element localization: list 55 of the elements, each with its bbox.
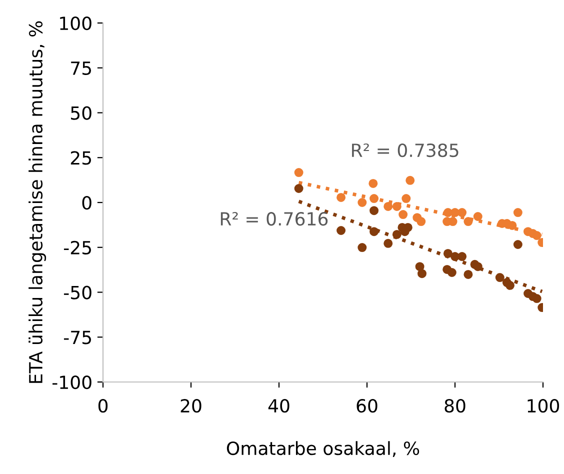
y-tick-label: -25 [64, 240, 92, 254]
x-tick-label: 40 [268, 398, 290, 413]
x-tick-label: 20 [180, 398, 202, 413]
point [464, 217, 473, 226]
point [294, 184, 304, 193]
point [392, 202, 402, 211]
point [398, 210, 408, 220]
y-tick-label: 75 [71, 62, 92, 75]
point [294, 168, 304, 178]
x-tick-label: 0 [98, 398, 108, 413]
point [458, 252, 467, 262]
y-axis-title: ETA ühiku langetamise hinna muutus, % [28, 21, 46, 383]
x-axis-title: Omatarbe osakaal, % [226, 441, 420, 457]
point [458, 208, 467, 218]
x-tick-label: 80 [444, 398, 466, 413]
point [447, 268, 456, 278]
y-tick-label: 0 [82, 196, 92, 210]
annotation: R² = 0.7616 [220, 212, 328, 226]
point [384, 238, 393, 248]
y-tick-label: 25 [70, 151, 92, 165]
point [370, 227, 379, 236]
point [358, 243, 367, 252]
point [418, 269, 426, 278]
point [358, 198, 367, 207]
point [415, 262, 424, 272]
y-tick-label: 50 [71, 106, 92, 120]
point [473, 262, 482, 272]
point [392, 230, 402, 239]
point [443, 248, 452, 258]
point [416, 217, 426, 226]
point [384, 202, 393, 211]
y-tick-label: -50 [64, 286, 92, 300]
point [336, 192, 346, 202]
x-tick-label: 100 [528, 398, 560, 413]
point [513, 240, 522, 249]
y-tick-label: 100 [60, 16, 92, 30]
y-tick-label: -100 [52, 375, 92, 390]
point [370, 206, 379, 216]
annotation: R² = 0.7385 [352, 143, 458, 158]
point [506, 280, 514, 290]
point [464, 270, 473, 279]
point [402, 194, 411, 204]
point [450, 252, 460, 262]
point [406, 176, 415, 185]
point [513, 208, 522, 218]
point [473, 212, 482, 221]
point [495, 273, 504, 282]
point [336, 226, 346, 235]
x-tick-label: 60 [356, 398, 378, 413]
point [532, 231, 542, 240]
y-tick-label: -75 [64, 330, 92, 344]
point [532, 294, 542, 304]
point [450, 208, 460, 218]
point [368, 178, 378, 188]
point [370, 194, 379, 204]
